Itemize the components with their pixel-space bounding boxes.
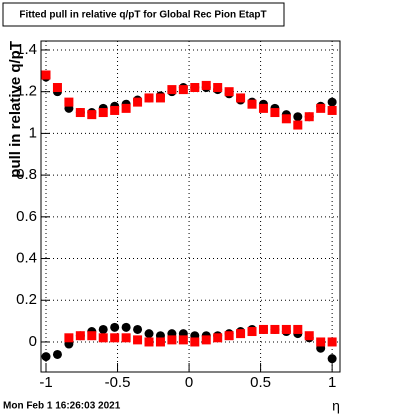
chart-title: Fitted pull in relative q/pT for Global …: [19, 10, 266, 21]
y-tick-label: 0.8: [16, 166, 37, 183]
marker: [224, 331, 234, 341]
title-box: [2, 2, 285, 27]
marker: [190, 337, 200, 347]
x-tick-label: 0: [185, 374, 193, 391]
marker: [247, 327, 257, 337]
marker: [304, 112, 314, 122]
marker: [213, 333, 223, 343]
marker: [327, 105, 337, 115]
marker: [110, 322, 120, 332]
y-tick-label: 0: [29, 333, 37, 350]
marker: [52, 83, 62, 93]
marker: [110, 105, 120, 115]
marker: [133, 97, 143, 107]
y-tick-label: 1: [29, 124, 37, 141]
marker: [316, 337, 326, 347]
marker: [236, 93, 246, 103]
x-tick-label: 1: [328, 374, 336, 391]
marker: [144, 337, 154, 347]
marker: [236, 329, 246, 339]
y-tick-label: 1.4: [16, 41, 37, 58]
marker: [155, 93, 165, 103]
y-tick-label: 0.4: [16, 250, 37, 267]
marker: [87, 331, 97, 341]
marker: [281, 324, 291, 334]
marker: [75, 331, 85, 341]
marker: [190, 83, 200, 93]
x-tick-label: 0.5: [250, 374, 271, 391]
marker: [121, 322, 131, 332]
y-tick-label: 0.6: [16, 208, 37, 225]
marker: [64, 333, 74, 343]
marker: [258, 324, 268, 334]
marker: [316, 103, 326, 113]
marker: [133, 335, 143, 345]
marker: [98, 333, 108, 343]
marker: [224, 87, 234, 97]
marker: [201, 80, 211, 90]
marker: [75, 108, 85, 118]
y-axis-label: pull in relative q/pT: [7, 41, 24, 178]
marker: [155, 337, 165, 347]
marker: [270, 108, 280, 118]
footer: Mon Feb 1 16:26:03 2021: [3, 401, 121, 412]
marker: [41, 70, 51, 80]
marker: [121, 103, 131, 113]
marker: [258, 103, 268, 113]
x-tick-label: -1: [39, 374, 52, 391]
plot-frame: [40, 40, 341, 373]
marker: [304, 331, 314, 341]
marker: [293, 112, 303, 122]
marker: [270, 324, 280, 334]
x-axis-label: η: [332, 398, 340, 414]
marker: [87, 110, 97, 120]
x-tick-label: -0.5: [105, 374, 131, 391]
marker: [52, 349, 62, 359]
marker: [281, 114, 291, 124]
marker: [167, 335, 177, 345]
marker: [293, 324, 303, 334]
marker: [167, 85, 177, 95]
marker: [178, 335, 188, 345]
marker: [121, 333, 131, 343]
marker: [64, 97, 74, 107]
y-tick-label: 1.2: [16, 83, 37, 100]
marker: [178, 85, 188, 95]
marker: [98, 324, 108, 334]
marker: [327, 337, 337, 347]
marker: [144, 93, 154, 103]
marker: [213, 83, 223, 93]
marker: [41, 352, 51, 362]
y-tick-label: 0.2: [16, 291, 37, 308]
marker: [110, 333, 120, 343]
marker: [98, 108, 108, 118]
marker: [327, 97, 337, 107]
marker: [201, 335, 211, 345]
marker: [327, 354, 337, 364]
marker: [247, 99, 257, 109]
marker: [133, 324, 143, 334]
marker: [293, 120, 303, 130]
marker: [144, 329, 154, 339]
